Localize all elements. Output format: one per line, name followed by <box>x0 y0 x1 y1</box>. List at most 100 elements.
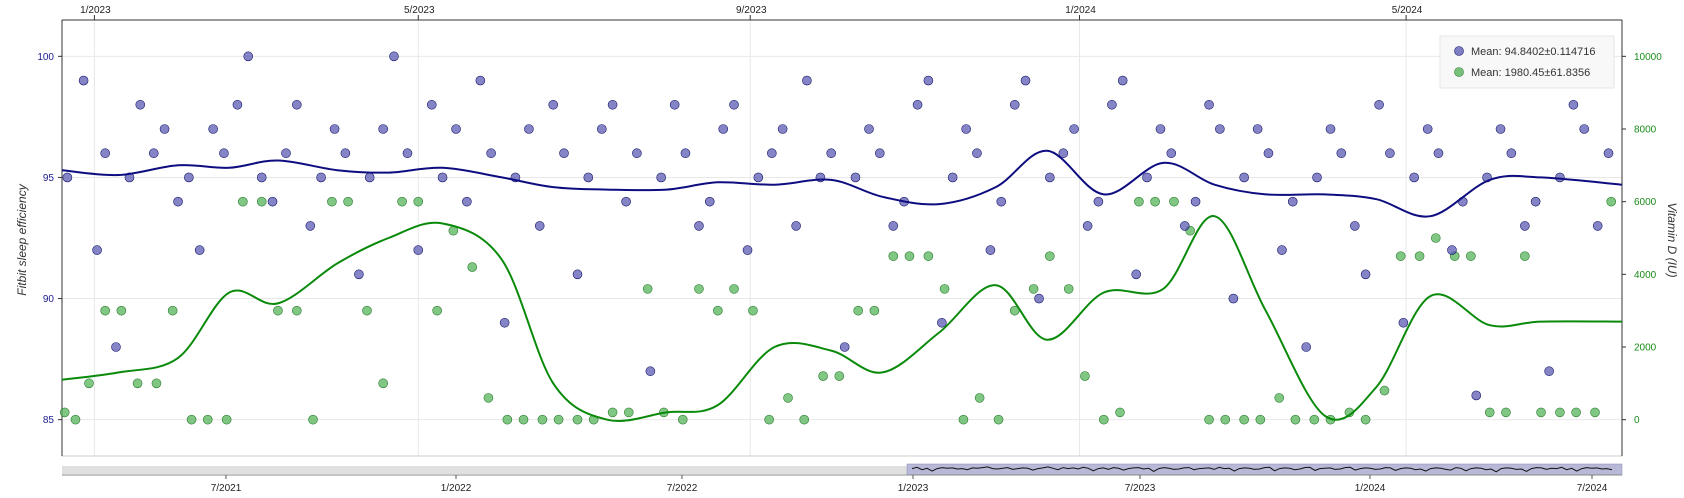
sleep-efficiency-point <box>1277 245 1287 255</box>
sleep-efficiency-point <box>1520 221 1530 231</box>
sleep-efficiency-point <box>572 269 583 280</box>
sleep-efficiency-point <box>607 99 618 110</box>
vitamin-d-point <box>1045 251 1055 261</box>
vitamin-d-point <box>677 414 688 425</box>
sleep-efficiency-point <box>1544 366 1554 377</box>
vitamin-d-point <box>888 251 899 261</box>
sleep-efficiency-point <box>729 99 739 110</box>
sleep-efficiency-point <box>194 245 205 255</box>
legend-marker-vitd <box>1454 67 1464 77</box>
sleep-efficiency-point <box>219 148 229 159</box>
sleep-efficiency-point <box>694 221 704 231</box>
trend-lines <box>61 149 1623 422</box>
vitamin-d-point <box>1150 196 1160 207</box>
sleep-efficiency-point <box>850 172 861 183</box>
sleep-efficiency-point <box>78 75 89 86</box>
vitamin-d-point <box>1204 414 1214 425</box>
y-left-axis-title: Fitbit sleep efficiency <box>15 183 29 295</box>
sleep-efficiency-point <box>937 317 947 328</box>
sleep-efficiency-point <box>159 124 170 134</box>
sleep-efficiency-point <box>413 245 424 255</box>
sleep-efficiency-point <box>111 342 121 352</box>
sleep-efficiency-point <box>1312 172 1322 183</box>
sleep-efficiency-point <box>1336 148 1347 159</box>
sleep-efficiency-point <box>364 172 375 183</box>
sleep-efficiency-point <box>499 317 510 328</box>
vitamin-d-point <box>432 305 442 316</box>
range-ticks: 7/2021 1/2022 7/2022 1/2023 7/2023 1/2024 7/20… <box>211 475 1608 494</box>
sleep-efficiency-point <box>718 124 729 134</box>
vitamin-d-points <box>59 196 1617 425</box>
vitamin-d-point <box>818 371 828 381</box>
sleep-efficiency-point <box>826 148 837 159</box>
vitamin-d-point <box>993 414 1004 425</box>
range-mini-line <box>911 466 1613 473</box>
sleep-efficiency-point <box>777 124 788 134</box>
y-left-tick-label: 95 <box>43 173 55 184</box>
sleep-efficiency-point <box>1093 196 1104 207</box>
vitamin-d-point <box>764 414 774 425</box>
vitamin-d-point <box>202 414 213 425</box>
sleep-efficiency-point <box>329 124 340 134</box>
sleep-efficiency-point <box>208 124 218 134</box>
vitamin-d-point <box>1290 414 1301 425</box>
sleep-efficiency-point <box>1579 124 1590 134</box>
vitamin-d-point <box>186 414 197 425</box>
sleep-efficiency-point <box>888 221 899 231</box>
vitamin-d-point <box>974 393 985 403</box>
sleep-efficiency-point <box>791 221 801 231</box>
sleep-efficiency-point <box>426 99 437 110</box>
y-right-tick-label: 4000 <box>1634 270 1657 281</box>
sleep-efficiency-points <box>62 51 1614 401</box>
vitamin-d-point <box>1274 393 1285 403</box>
vitamin-d-point <box>413 196 424 207</box>
sleep-efficiency-point <box>923 75 934 86</box>
sleep-efficiency-point <box>148 148 159 159</box>
vitamin-d-point <box>378 378 388 389</box>
sleep-efficiency-point <box>1009 99 1020 110</box>
vitamin-d-point <box>1379 385 1390 396</box>
sleep-efficiency-point <box>1495 124 1506 134</box>
range-tick-label: 1/2023 <box>898 483 929 494</box>
sleep-efficiency-point <box>1471 390 1482 401</box>
vitamin-d-point <box>939 284 950 294</box>
sleep-efficiency-point <box>1204 99 1214 110</box>
sleep-efficiency-point <box>1385 148 1395 159</box>
vitamin-d-point <box>642 284 653 294</box>
sleep-efficiency-point <box>583 172 594 183</box>
sleep-efficiency-point <box>704 196 715 207</box>
sleep-efficiency-point <box>184 172 194 183</box>
sleep-efficiency-point <box>1252 124 1263 134</box>
sleep-efficiency-point <box>656 172 666 183</box>
sleep-efficiency-point <box>354 269 364 280</box>
sleep-efficiency-point <box>961 124 971 134</box>
sleep-efficiency-point <box>1603 148 1614 159</box>
vitamin-d-point <box>694 284 704 294</box>
vitamin-d-point <box>1098 414 1109 425</box>
legend-box <box>1439 35 1615 89</box>
y-right-tick-label: 10000 <box>1634 52 1662 63</box>
sleep-efficiency-point <box>1142 172 1152 183</box>
legend-label-sleep: Mean: 94.8402±0.114716 <box>1471 46 1596 58</box>
vitamin-d-point <box>467 262 478 272</box>
sleep-efficiency-point <box>548 99 559 110</box>
vitamin-d-point <box>1590 407 1600 418</box>
vitamin-d-point <box>1239 414 1249 425</box>
sleep-efficiency-point <box>874 148 885 159</box>
sleep-efficiency-point <box>559 148 569 159</box>
sleep-efficiency-point <box>1045 172 1055 183</box>
vitamin-d-point <box>518 414 529 425</box>
sleep-efficiency-point <box>1287 196 1298 207</box>
sleep-efficiency-point <box>1155 124 1166 134</box>
sleep-efficiency-point <box>839 342 850 352</box>
sleep-efficiency-point <box>1179 221 1190 231</box>
sleep-efficiency-point <box>451 124 461 134</box>
range-track[interactable] <box>62 466 1622 474</box>
range-selector[interactable]: 7/2021 1/2022 7/2022 1/2023 7/2023 1/2024 7/20… <box>62 463 1623 494</box>
vitamin-d-trend-line <box>61 215 1623 422</box>
range-tick-label: 1/2024 <box>1355 483 1386 494</box>
vitamin-d-point <box>904 251 915 261</box>
sleep-efficiency-point <box>378 124 388 134</box>
sleep-efficiency-point <box>486 148 496 159</box>
